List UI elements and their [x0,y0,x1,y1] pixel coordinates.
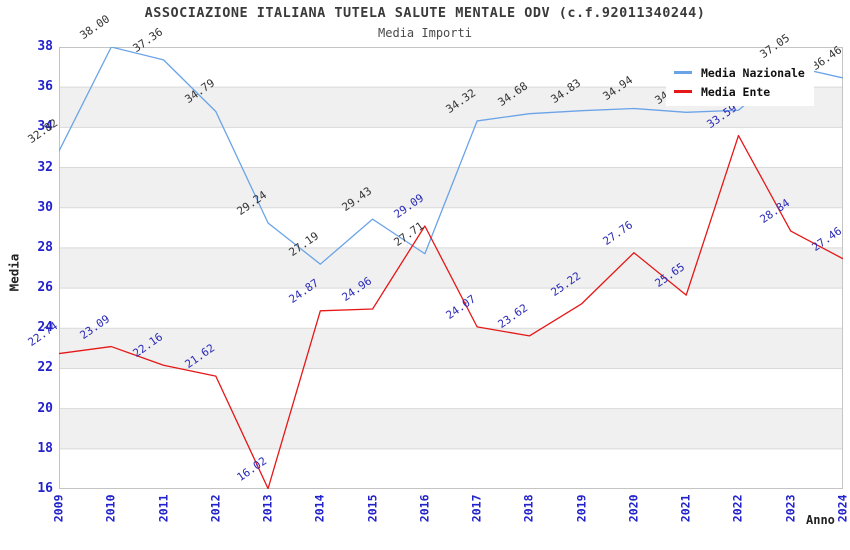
x-tick-label: 2022 [730,494,745,523]
x-tick-label: 2014 [312,494,327,523]
legend-item-media-nazionale: Media Nazionale [674,63,806,82]
y-tick-label: 34 [37,119,53,135]
chart-subtitle: Media Importi [378,26,472,40]
x-tick-label: 2009 [51,494,66,523]
x-axis-title: Anno [806,513,835,527]
x-tick-label: 2020 [626,494,641,523]
x-tick-label: 2011 [156,494,171,523]
x-tick-label: 2018 [521,494,536,523]
x-tick-label: 2013 [260,494,275,523]
band-row [59,247,843,289]
series-line-ente [59,134,843,489]
legend: Media Nazionale Media Ente [666,59,814,106]
y-tick-label: 36 [37,79,53,95]
legend-label-nazionale: Media Nazionale [701,65,805,80]
y-tick-label: 24 [37,320,53,336]
x-tick-label: 2010 [103,494,118,523]
y-tick-label: 26 [37,280,53,296]
band-row [59,408,843,449]
chart-title: ASSOCIAZIONE ITALIANA TUTELA SALUTE MENT… [144,5,706,21]
plot-frame [59,47,843,489]
x-tick-label: 2019 [574,494,589,523]
plot-area [59,47,843,489]
y-tick-label: 20 [37,400,53,416]
ente-line-swatch-icon [674,90,692,93]
nazionale-line-swatch-icon [674,71,692,74]
y-tick-label: 18 [37,440,53,456]
y-tick-label: 22 [37,360,53,376]
plot-canvas [59,47,843,489]
y-tick-label: 16 [37,481,53,496]
x-tick-label: 2015 [365,494,380,523]
y-tick-label: 32 [37,159,53,175]
y-tick-label: 30 [37,199,53,215]
x-tick-label: 2016 [417,494,432,523]
y-tick-label: 28 [37,239,53,255]
legend-item-media-ente: Media Ente [674,82,806,101]
series-line-nazionale [59,47,843,265]
x-tick-label: 2024 [835,494,850,523]
y-tick-label: 38 [37,39,53,54]
x-tick-label: 2017 [469,494,484,523]
legend-label-ente: Media Ente [701,84,771,99]
x-tick-label: 2023 [783,494,798,523]
x-tick-label: 2012 [208,494,223,523]
x-tick-label: 2021 [678,494,693,523]
band-row [59,328,843,369]
